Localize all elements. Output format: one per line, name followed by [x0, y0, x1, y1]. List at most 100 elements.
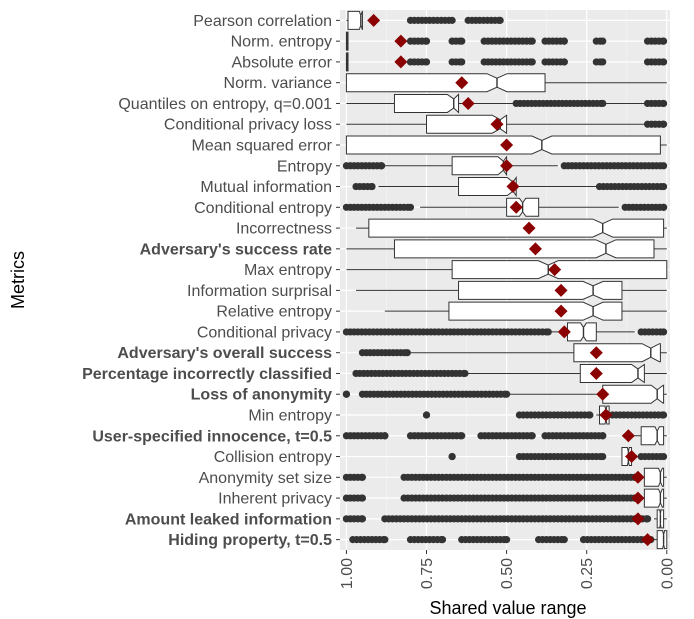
outlier-point: [599, 58, 607, 66]
outlier-point: [560, 37, 568, 45]
outlier-point: [381, 432, 389, 440]
x-axis-title: Shared value range: [429, 598, 586, 618]
outlier-point: [381, 536, 389, 544]
metric-row-norm-variance: [345, 73, 667, 93]
mean-marker: [367, 13, 381, 27]
mean-marker: [621, 429, 635, 443]
box: [393, 239, 655, 259]
outlier-point: [528, 37, 536, 45]
metric-row-hiding-property-t-0-5: [349, 530, 668, 550]
outlier-point: [528, 58, 536, 66]
metric-row-information-surprisal: [356, 280, 667, 300]
mean-marker: [631, 470, 645, 484]
y-tick-label: Absolute error: [232, 54, 333, 71]
metric-row-quantiles-on-entropy-q-0-001: [346, 93, 668, 114]
outlier-point: [358, 515, 367, 523]
y-tick-label: Relative entropy: [216, 304, 332, 321]
y-tick-label: Collision entropy: [214, 449, 332, 466]
x-axis-ticks: 1.00 0.75 0.50 0.25 0.00: [339, 550, 676, 589]
outlier-point: [659, 162, 668, 170]
box: [643, 467, 665, 487]
mean-marker: [500, 138, 514, 152]
mean-marker: [490, 117, 504, 131]
metric-row-max-entropy: [346, 260, 668, 280]
metric-row-conditional-privacy-loss: [346, 114, 668, 135]
mean-marker: [554, 283, 568, 297]
y-tick-label: Percentage incorrectly classified: [82, 366, 332, 383]
metric-row-collision-entropy: [448, 447, 668, 467]
outlier-point: [438, 536, 447, 544]
outlier-point: [342, 390, 351, 398]
outlier-point: [358, 473, 367, 481]
y-tick-label: Adversary's success rate: [140, 241, 332, 258]
mean-marker: [509, 200, 523, 214]
box: [426, 114, 508, 135]
metric-row-incorrectness: [356, 218, 667, 238]
x-tick-label: 1.00: [339, 558, 356, 589]
outlier-point: [586, 411, 594, 419]
box: [643, 488, 665, 508]
metric-row-conditional-privacy: [342, 322, 668, 342]
outlier-point: [659, 203, 668, 211]
mean-marker: [394, 34, 408, 48]
y-tick-label: Information surprisal: [187, 283, 332, 300]
box: [656, 530, 668, 550]
mean-marker: [631, 491, 645, 505]
outlier-point: [496, 16, 504, 24]
outlier-point: [599, 452, 607, 461]
x-tick-label: 0.50: [499, 558, 516, 589]
y-tick-label: Min entropy: [248, 408, 332, 425]
metric-row-entropy: [342, 155, 668, 177]
outlier-point: [544, 328, 552, 336]
y-tick-label: Conditional privacy loss: [164, 117, 332, 134]
outlier-point: [659, 37, 668, 45]
mean-marker: [548, 263, 562, 277]
outlier-point: [659, 120, 668, 128]
box: [451, 155, 508, 177]
y-tick-label: Entropy: [277, 158, 332, 175]
box: [368, 218, 665, 238]
y-tick-label: Incorrectness: [236, 221, 332, 238]
mean-marker: [589, 346, 603, 360]
y-tick-label: Inherent privacy: [218, 491, 332, 508]
box: [347, 10, 363, 30]
outlier-point: [461, 369, 469, 378]
outlier-point: [503, 536, 511, 544]
mean-marker: [589, 366, 603, 380]
mean-marker: [455, 76, 469, 90]
outlier-point: [599, 432, 607, 440]
x-tick-label: 0.75: [419, 558, 436, 589]
mean-marker: [641, 533, 655, 547]
metric-row-pearson-correlation: [346, 10, 504, 30]
outlier-point: [458, 58, 466, 66]
metric-row-adversary-s-success-rate: [346, 239, 667, 259]
mean-marker: [394, 55, 408, 69]
metric-row-user-specified-innocence-t-0-5: [342, 426, 667, 446]
outlier-point: [406, 203, 415, 211]
y-tick-label: Anonymity set size: [199, 470, 332, 487]
mean-marker: [522, 221, 536, 235]
y-tick-label: Max entropy: [244, 262, 332, 279]
y-tick-label: Conditional entropy: [194, 200, 332, 217]
metric-row-min-entropy: [422, 405, 668, 425]
metric-row-relative-entropy: [384, 301, 667, 321]
y-axis-labels: Pearson correlation Norm. entropy Absolute…: [82, 13, 340, 549]
box: [566, 322, 597, 342]
box: [393, 93, 460, 114]
outlier-point: [643, 515, 652, 523]
box: [458, 175, 517, 198]
outlier-point: [403, 349, 411, 357]
outlier-point: [422, 37, 431, 45]
outlier-point: [560, 58, 568, 66]
outlier-point: [659, 328, 668, 336]
box: [458, 280, 623, 300]
outlier-point: [560, 536, 568, 544]
outlier-point: [659, 58, 668, 66]
outlier-point: [458, 432, 466, 440]
y-tick-label: Pearson correlation: [193, 13, 332, 30]
box: [573, 343, 661, 363]
metric-row-conditional-entropy: [342, 197, 668, 217]
y-axis-title: Metrics: [8, 251, 28, 309]
outlier-point: [422, 411, 431, 419]
